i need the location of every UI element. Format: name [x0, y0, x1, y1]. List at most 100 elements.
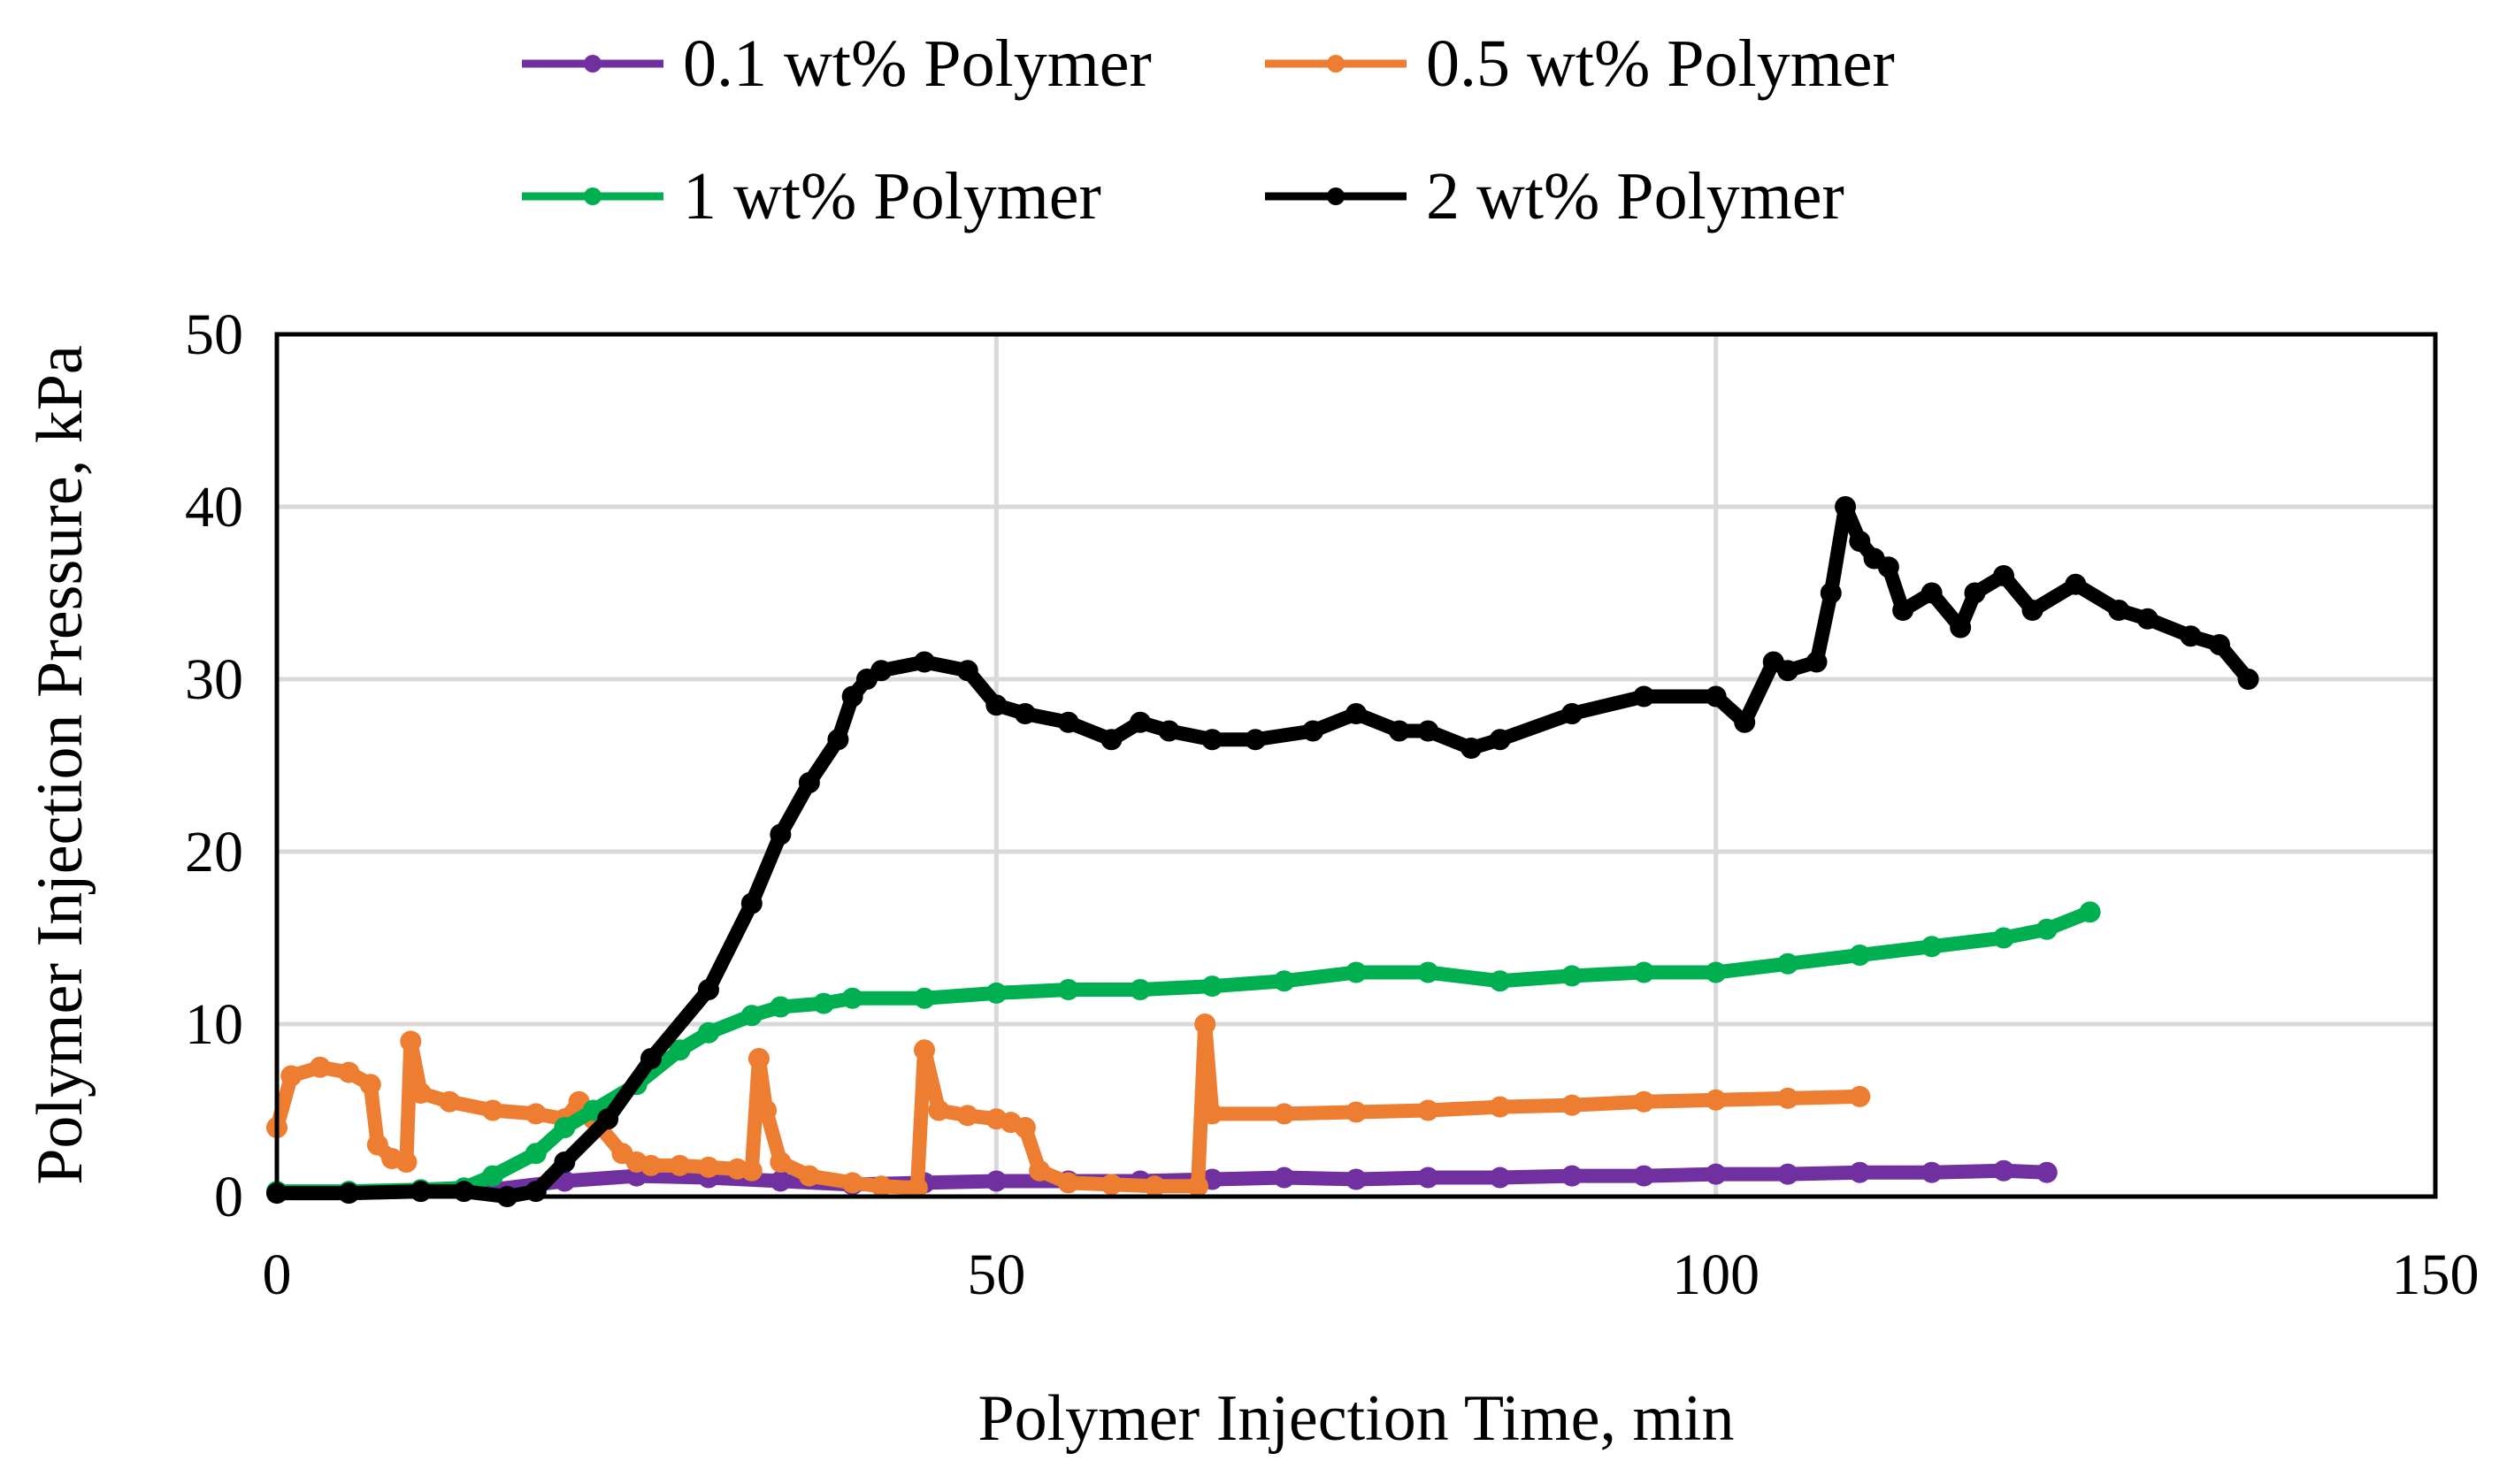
series-3-point-31 [1460, 738, 1483, 759]
y-tick-label-3: 30 [185, 647, 243, 712]
series-layer [266, 496, 2259, 1207]
series-3-point-46 [1920, 582, 1943, 604]
series-3-point-20 [1014, 703, 1036, 724]
x-tick-label-3: 150 [2392, 1243, 2480, 1307]
series-3-point-38 [1777, 660, 1798, 682]
series-2-point-15 [914, 987, 935, 1009]
series-1-point-2 [309, 1056, 331, 1078]
series-1-point-47 [1561, 1094, 1583, 1116]
y-axis-title: Polymer Injection Pressure, kPa [24, 345, 96, 1185]
series-0-point-22 [1849, 1161, 1871, 1183]
series-1-point-49 [1705, 1089, 1727, 1111]
series-2-point-27 [1777, 952, 1798, 975]
series-3-point-41 [1835, 496, 1857, 517]
series-1-point-39 [1144, 1175, 1166, 1197]
series-3-point-17 [914, 651, 935, 673]
legend-item-0: 0.1 wt% Polymer [522, 27, 1152, 101]
y-tick-label-1: 10 [185, 992, 243, 1057]
series-1-point-9 [410, 1082, 432, 1104]
series-3-point-7 [597, 1108, 619, 1130]
series-3-point-5 [525, 1181, 547, 1203]
series-1-point-36 [1029, 1159, 1051, 1182]
series-3-point-52 [2108, 600, 2130, 621]
series-2-point-12 [770, 996, 792, 1018]
series-1-point-3 [338, 1061, 360, 1083]
series-3-point-9 [698, 979, 719, 1000]
series-3-point-55 [2209, 634, 2230, 655]
series-1-point-50 [1777, 1087, 1798, 1109]
series-3-point-11 [770, 823, 792, 845]
series-3-point-32 [1489, 729, 1511, 751]
series-3-point-21 [1057, 711, 1079, 733]
series-2-point-26 [1705, 961, 1727, 983]
series-2-point-32 [2079, 901, 2101, 923]
series-3-point-6 [554, 1151, 576, 1173]
series-3-point-27 [1302, 720, 1324, 742]
series-2-point-19 [1201, 975, 1223, 998]
series-3-point-16 [870, 660, 893, 682]
series-3-point-23 [1130, 711, 1151, 733]
series-1-point-45 [1417, 1099, 1439, 1121]
y-tick-label-5: 50 [185, 302, 243, 367]
series-3-point-30 [1417, 720, 1439, 742]
series-3-point-35 [1705, 685, 1727, 708]
series-3-point-10 [740, 892, 763, 914]
y-tick-label-2: 20 [185, 820, 243, 884]
series-3-point-1 [338, 1182, 360, 1205]
series-0-point-14 [1273, 1167, 1295, 1189]
series-0-point-17 [1489, 1167, 1511, 1189]
series-2-point-6 [554, 1117, 576, 1138]
series-1-point-20 [698, 1156, 719, 1178]
y-tick-label-0: 0 [214, 1165, 243, 1229]
series-2-point-16 [985, 982, 1008, 1004]
series-3-point-54 [2180, 625, 2202, 647]
series-1-point-23 [748, 1048, 770, 1069]
series-1-point-11 [482, 1099, 503, 1121]
series-3-point-47 [1950, 616, 1972, 639]
series-0-point-25 [2036, 1161, 2058, 1183]
series-2-point-21 [1346, 961, 1367, 983]
legend-marker-0 [584, 55, 602, 73]
series-0-point-15 [1346, 1168, 1367, 1190]
series-3-point-28 [1346, 703, 1367, 724]
series-3-point-44 [1877, 556, 1899, 578]
series-2-point-13 [813, 992, 835, 1014]
series-2-point-31 [2036, 918, 2058, 940]
series-3-point-33 [1561, 703, 1583, 724]
series-2-point-30 [1993, 927, 2014, 949]
series-2-point-20 [1273, 970, 1295, 992]
series-3-point-26 [1245, 729, 1267, 751]
series-1-point-37 [1057, 1172, 1079, 1194]
series-0-point-18 [1561, 1165, 1583, 1187]
series-0-point-24 [1993, 1159, 2014, 1182]
series-3 [266, 496, 2259, 1207]
series-2-point-29 [1920, 936, 1943, 958]
series-1-point-41 [1194, 1014, 1216, 1035]
series-2-point-25 [1633, 961, 1655, 983]
series-1-point-35 [1014, 1117, 1036, 1138]
series-line-1 [270, 1017, 1867, 1196]
y-tick-labels: 0 10 20 30 40 50 [185, 302, 243, 1229]
series-3-point-2 [410, 1181, 432, 1203]
series-2-point-28 [1849, 945, 1871, 966]
series-1-point-40 [1187, 1175, 1209, 1197]
series-1-point-5 [366, 1134, 388, 1156]
series-0-point-16 [1417, 1167, 1439, 1189]
legend-marker-3 [1327, 187, 1345, 205]
series-0-point-20 [1705, 1163, 1727, 1185]
series-0-point-19 [1633, 1165, 1655, 1187]
series-2-point-18 [1130, 979, 1151, 1000]
series-3-point-56 [2237, 669, 2259, 690]
series-1-point-8 [400, 1030, 422, 1052]
x-tick-label-2: 100 [1672, 1243, 1760, 1307]
series-3-point-53 [2136, 608, 2158, 630]
legend-marker-2 [584, 187, 602, 205]
series-line-2 [270, 905, 2097, 1199]
series-3-point-8 [640, 1048, 662, 1069]
series-2-point-23 [1489, 970, 1511, 992]
series-1-point-46 [1489, 1096, 1511, 1118]
series-3-point-24 [1158, 720, 1180, 742]
series-1-point-19 [669, 1154, 691, 1176]
series-1-point-32 [956, 1105, 978, 1127]
